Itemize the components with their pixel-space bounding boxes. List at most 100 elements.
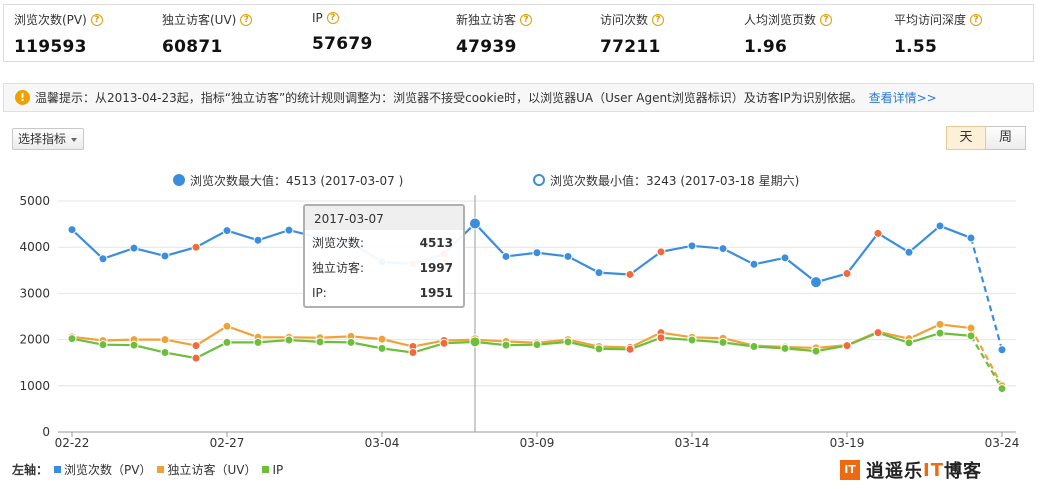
data-point-ip[interactable] xyxy=(997,384,1007,394)
data-point-ip[interactable] xyxy=(594,344,604,354)
data-point-ip[interactable] xyxy=(625,344,635,354)
data-point-ip[interactable] xyxy=(160,348,170,358)
data-point-pv[interactable] xyxy=(67,225,77,235)
data-point-pv[interactable] xyxy=(904,247,914,257)
data-point-pv[interactable] xyxy=(687,241,697,251)
chart-legend: 左轴： 浏览次数（PV） 独立访客（UV） IP xyxy=(12,461,283,478)
data-point-uv[interactable] xyxy=(222,321,232,331)
data-point-pv[interactable] xyxy=(780,253,790,263)
min-value-label: 浏览次数最小值：3243 (2017-03-18 星期六) xyxy=(550,173,799,188)
data-point-ip[interactable] xyxy=(873,328,883,338)
stat-label: 独立访客(UV) xyxy=(162,13,237,27)
data-point-uv[interactable] xyxy=(160,335,170,345)
stat-value: 77211 xyxy=(600,37,661,57)
data-point-pv[interactable] xyxy=(253,235,263,245)
data-point-pv[interactable] xyxy=(656,247,666,257)
week-button[interactable]: 周 xyxy=(986,126,1026,150)
brand-logo-icon: IT xyxy=(840,460,860,480)
data-point-ip[interactable] xyxy=(811,346,821,356)
stat-value: 1.55 xyxy=(894,37,938,57)
chevron-down-icon xyxy=(71,138,77,142)
y-tick-label: 4000 xyxy=(19,240,50,254)
data-point-pv[interactable] xyxy=(966,233,976,243)
data-point-ip[interactable] xyxy=(346,337,356,347)
data-point-ip[interactable] xyxy=(656,333,666,343)
data-point-ip[interactable] xyxy=(129,340,139,350)
x-tick-label: 03-04 xyxy=(365,436,400,450)
tooltip-label-pv: 浏览次数: xyxy=(312,235,364,250)
data-point-ip[interactable] xyxy=(408,348,418,358)
data-point-ip[interactable] xyxy=(469,336,481,348)
data-point-pv[interactable] xyxy=(191,242,201,252)
legend-item-uv[interactable]: 独立访客（UV） xyxy=(167,463,257,477)
series-line-uv xyxy=(71,323,972,350)
help-icon[interactable]: ? xyxy=(326,12,339,24)
data-point-ip[interactable] xyxy=(687,335,697,345)
data-point-ip[interactable] xyxy=(501,340,511,350)
stat-item: 独立访客(UV)? 60871 xyxy=(162,11,253,57)
data-point-ip[interactable] xyxy=(935,328,945,338)
data-point-ip[interactable] xyxy=(315,337,325,347)
help-icon[interactable]: ? xyxy=(90,13,103,26)
tooltip-value-ip: 1951 xyxy=(420,286,453,300)
stat-label: 人均浏览页数 xyxy=(744,13,817,27)
view-details-link[interactable]: 查看详情>> xyxy=(868,91,937,105)
data-point-pv[interactable] xyxy=(625,269,635,279)
y-tick-label: 0 xyxy=(42,425,50,439)
data-point-pv[interactable] xyxy=(842,269,852,279)
data-point-ip[interactable] xyxy=(966,331,976,341)
data-point-pv[interactable] xyxy=(810,276,822,289)
data-point-ip[interactable] xyxy=(222,337,232,347)
data-point-pv[interactable] xyxy=(501,251,511,261)
data-point-pv[interactable] xyxy=(749,259,759,269)
data-point-pv[interactable] xyxy=(997,345,1007,355)
granularity-toggle: 天 周 xyxy=(946,126,1026,150)
data-point-ip[interactable] xyxy=(191,353,201,363)
data-point-pv[interactable] xyxy=(160,251,170,261)
help-icon[interactable]: ? xyxy=(652,13,665,26)
y-tick-label: 2000 xyxy=(19,333,50,347)
data-point-pv[interactable] xyxy=(563,251,573,261)
data-point-ip[interactable] xyxy=(98,340,108,350)
data-point-uv[interactable] xyxy=(966,323,976,333)
data-point-pv[interactable] xyxy=(129,243,139,253)
select-metric-dropdown[interactable]: 选择指标 xyxy=(12,128,84,150)
data-point-pv[interactable] xyxy=(594,268,604,278)
stat-label-row: 浏览次数(PV)? xyxy=(14,11,103,28)
help-icon[interactable]: ? xyxy=(820,13,833,26)
data-point-ip[interactable] xyxy=(439,338,449,348)
help-icon[interactable]: ? xyxy=(240,13,253,26)
day-button[interactable]: 天 xyxy=(946,126,986,150)
data-point-ip[interactable] xyxy=(253,337,263,347)
help-icon[interactable]: ? xyxy=(520,13,533,26)
data-point-ip[interactable] xyxy=(67,334,77,344)
data-point-ip[interactable] xyxy=(718,337,728,347)
data-point-ip[interactable] xyxy=(284,335,294,345)
data-point-uv[interactable] xyxy=(377,334,387,344)
data-point-ip[interactable] xyxy=(780,343,790,353)
data-point-pv[interactable] xyxy=(98,254,108,264)
tooltip-label-uv: 独立访客: xyxy=(312,260,364,275)
data-point-pv[interactable] xyxy=(284,225,294,235)
stats-summary-bar: 浏览次数(PV)? 119593 独立访客(UV)? 60871 IP? 57679 新独立… xyxy=(3,4,1034,62)
data-point-ip[interactable] xyxy=(842,341,852,351)
data-point-ip[interactable] xyxy=(532,340,542,350)
help-icon[interactable]: ? xyxy=(970,13,983,26)
pv-trend-chart: 0 1000 2000 3000 4000 5000 02-22 02-27 03-04 03-0… xyxy=(19,173,1019,450)
data-point-uv[interactable] xyxy=(191,341,201,351)
data-point-ip[interactable] xyxy=(749,342,759,352)
data-point-ip[interactable] xyxy=(377,343,387,353)
data-point-pv[interactable] xyxy=(718,244,728,254)
data-point-uv[interactable] xyxy=(935,319,945,329)
legend-item-ip[interactable]: IP xyxy=(272,462,284,477)
data-point-ip[interactable] xyxy=(904,338,914,348)
legend-item-pv[interactable]: 浏览次数（PV） xyxy=(64,463,152,477)
stat-label-row: IP? xyxy=(312,11,373,25)
notice-bar: ! 温馨提示：从2013-04-23起，指标“独立访客”的统计规则调整为：浏览器… xyxy=(3,83,1034,112)
data-point-pv[interactable] xyxy=(935,221,945,231)
data-point-pv[interactable] xyxy=(532,248,542,258)
data-point-pv[interactable] xyxy=(873,228,883,238)
data-point-ip[interactable] xyxy=(563,337,573,347)
data-point-pv[interactable] xyxy=(469,217,481,230)
data-point-pv[interactable] xyxy=(222,226,232,236)
